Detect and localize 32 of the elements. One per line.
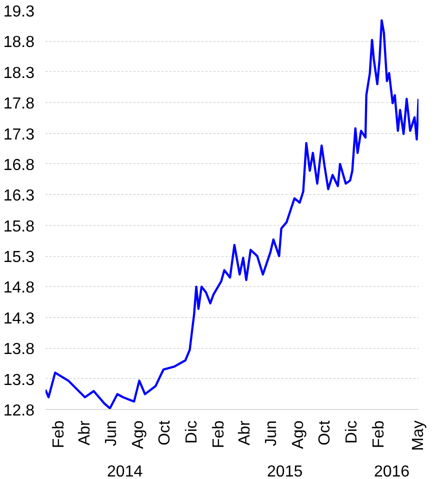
x-tick-label: Feb [210, 420, 228, 448]
x-tick-label: Ago [290, 420, 307, 449]
x-tick-label: Oct [156, 420, 174, 446]
x-tick-label: Ago [130, 420, 147, 449]
y-tick-label: 17.8 [3, 96, 35, 113]
line-series [46, 19, 418, 410]
y-tick-label: 19.3 [3, 4, 35, 20]
x2-tick-label: 2014 [107, 464, 143, 479]
y-tick-label: 16.3 [3, 188, 35, 205]
x-tick-label: Feb [370, 420, 388, 448]
x2-tick-label: 2015 [267, 464, 303, 479]
y-tick-label: 18.8 [3, 34, 35, 52]
y-tick-label: 15.8 [3, 218, 35, 236]
y-tick-label: 13.8 [3, 341, 35, 358]
x-tick-label: Jun [263, 420, 280, 446]
x-tick-label: Oct [316, 420, 334, 446]
y-tick-label: 18.3 [3, 64, 35, 82]
x-tick-label: Jun [103, 420, 120, 446]
x-tick-label: Abr [236, 420, 254, 446]
x-tick-label: May [410, 420, 427, 451]
y-tick-label: 13.3 [3, 372, 35, 389]
y-tick-label: 14.8 [3, 280, 35, 297]
y-tick-label: 14.3 [3, 310, 35, 328]
x-tick-label: Abr [76, 420, 94, 446]
y-tick-label: 12.8 [3, 402, 35, 420]
y-tick-label: 17.3 [3, 126, 35, 144]
x-tick-label: Dic [343, 420, 360, 444]
x2-tick-label: 2016 [374, 464, 410, 479]
x-tick-label: Dic [183, 420, 200, 444]
x-tick-label: Feb [50, 420, 68, 448]
y-tick-label: 15.3 [3, 249, 35, 266]
y-tick-label: 16.8 [3, 156, 35, 174]
